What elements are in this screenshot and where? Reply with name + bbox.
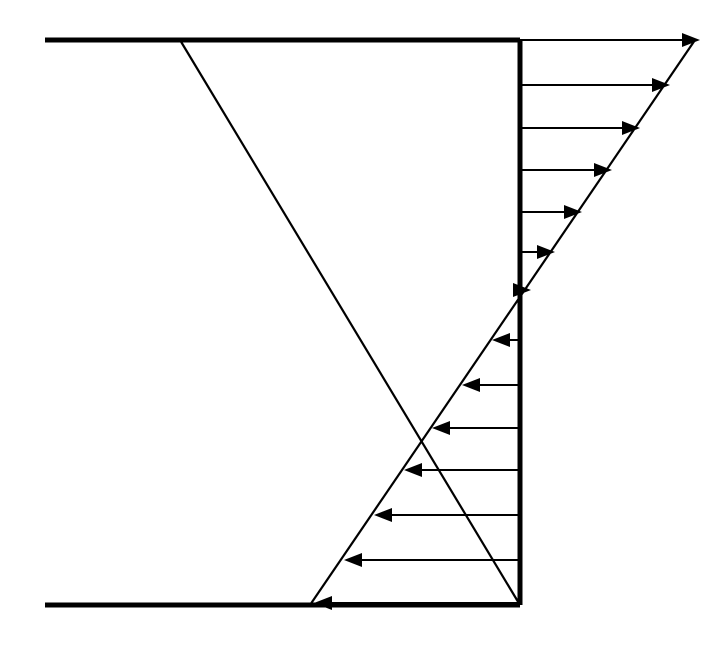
arrow-left-10 (404, 463, 520, 477)
diagonal-lines (180, 40, 695, 605)
arrow-right-3 (520, 163, 612, 177)
arrow-left-13 (314, 596, 520, 610)
arrow-right-2 (520, 121, 640, 135)
strain-diagram (0, 0, 709, 649)
diag-left-down (180, 40, 520, 605)
frame-lines (45, 40, 520, 605)
arrow-left-9 (432, 421, 520, 435)
arrow-left-11 (374, 508, 520, 522)
arrow-right-4 (520, 205, 582, 219)
arrow-right-5 (520, 245, 555, 259)
arrow-left-7 (492, 333, 520, 347)
arrow-left-12 (344, 553, 520, 567)
arrow-right-0 (520, 33, 700, 47)
arrow-right-1 (520, 78, 670, 92)
diag-right-up (310, 40, 695, 605)
arrow-left-8 (462, 378, 520, 392)
